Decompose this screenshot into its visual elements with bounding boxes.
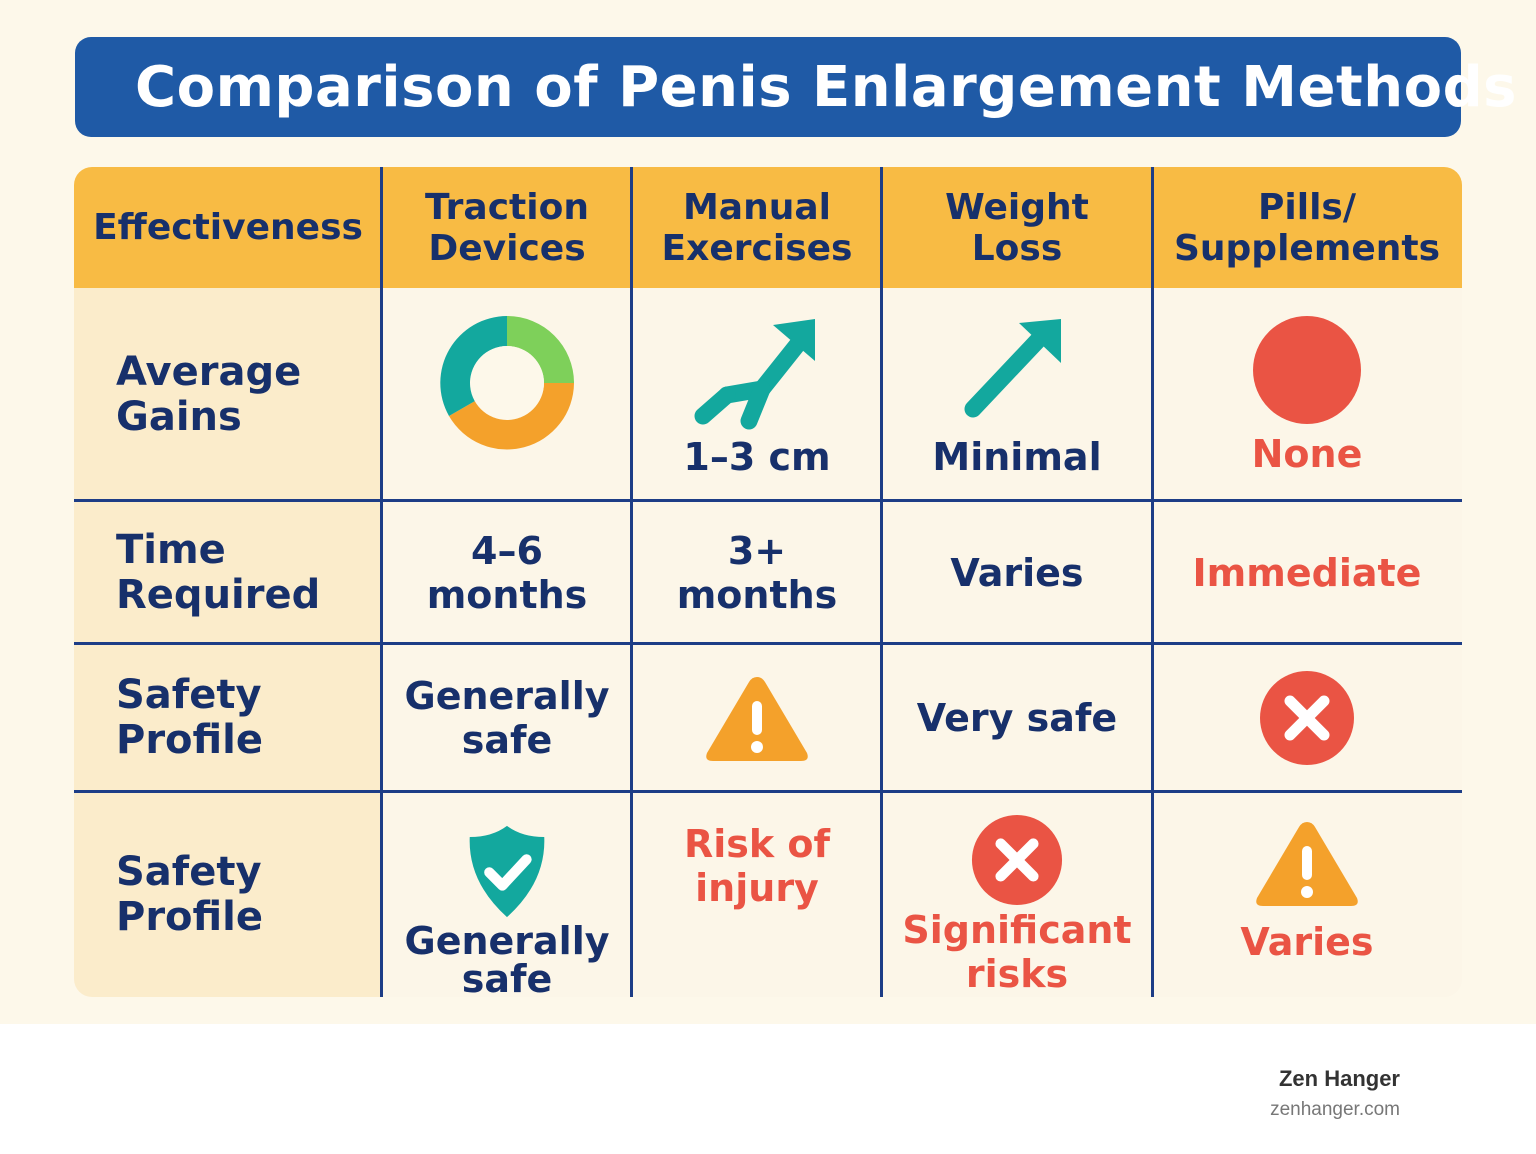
- time-value-line2: months: [426, 572, 588, 617]
- gains-value: Minimal: [932, 434, 1102, 479]
- row-label-safety-profile-2: Safety Profile: [74, 792, 382, 997]
- cell-weight-gains: Minimal: [882, 288, 1152, 501]
- warning-icon: [1256, 822, 1358, 906]
- column-divider: [880, 167, 883, 997]
- diagonal-arrow-icon: [964, 318, 1061, 417]
- row-label-line2: Required: [116, 571, 321, 618]
- row-label-line2: Profile: [116, 717, 264, 763]
- footer-brand: Zen Hanger: [1278, 1066, 1400, 1091]
- header-label-line1: Pills/: [1258, 186, 1356, 228]
- cell-manual-gains: 1–3 cm: [632, 288, 882, 501]
- cell-pills-safety: [1152, 644, 1462, 792]
- cell-weight-safety-2: Significant risks: [882, 792, 1152, 997]
- header-label-line2: Exercises: [661, 227, 853, 269]
- row-label-line1: Safety: [116, 672, 262, 718]
- safety-value-line2: risks: [965, 952, 1069, 996]
- cell-weight-safety: Very safe: [882, 644, 1152, 792]
- row-label-time-required: Time Required: [74, 501, 382, 644]
- safety-value-line2: injury: [695, 866, 819, 910]
- branching-arrow-icon: [694, 318, 815, 429]
- cell-manual-safety-2: Risk of injury: [632, 792, 882, 997]
- row-label-line1: Average: [116, 348, 302, 395]
- shield-check-icon: [469, 825, 545, 918]
- x-circle-icon: [971, 814, 1063, 906]
- cell-pills-safety-2: Varies: [1152, 792, 1462, 997]
- header-label-line2: Devices: [428, 227, 586, 269]
- footer-url[interactable]: zenhanger.com: [1270, 1099, 1400, 1120]
- safety-value-line2: safe: [461, 718, 553, 762]
- time-value-line1: 3+: [727, 528, 787, 573]
- header-corner: Effectiveness: [74, 167, 382, 288]
- header-label-line1: Weight: [945, 186, 1089, 228]
- header-label-line2: Loss: [971, 227, 1063, 269]
- header-pills-supplements: Pills/ Supplements: [1152, 167, 1462, 288]
- row-divider: [74, 499, 1462, 502]
- row-divider: [74, 642, 1462, 645]
- x-circle-icon: [1260, 671, 1354, 765]
- title-banner: Comparison of Penis Enlargement Methods: [75, 37, 1517, 137]
- header-label-line1: Traction: [425, 186, 589, 228]
- safety-value-line1: Generally: [404, 919, 610, 963]
- cell-traction-safety: Generally safe: [382, 644, 632, 792]
- cell-traction-gains: [382, 288, 632, 501]
- cell-manual-time: 3+ months: [632, 501, 882, 644]
- column-divider: [630, 167, 633, 997]
- safety-value-line1: Risk of: [683, 822, 831, 866]
- cell-manual-safety: [632, 644, 882, 792]
- safety-value-line1: Generally: [404, 674, 610, 718]
- gains-value: 1–3 cm: [683, 434, 831, 479]
- row-label-line2: Profile: [116, 893, 264, 940]
- cell-traction-safety-2: Generally safe: [382, 792, 632, 997]
- safety-value-line1: Significant: [902, 908, 1132, 952]
- row-label-line1: Safety: [116, 848, 262, 895]
- time-value: Immediate: [1192, 550, 1422, 595]
- header-traction-devices: Traction Devices: [382, 167, 632, 288]
- time-value-line2: months: [676, 572, 838, 617]
- column-divider: [380, 167, 383, 997]
- red-circle-icon: [1253, 315, 1361, 424]
- row-label-safety-profile: Safety Profile: [74, 644, 382, 792]
- donut-segment-green: [507, 315, 574, 383]
- safety-value: Varies: [1240, 920, 1374, 964]
- cell-pills-time: Immediate: [1152, 501, 1462, 644]
- header-label-line1: Manual: [682, 186, 831, 228]
- time-value: Varies: [950, 550, 1084, 595]
- donut-segment-orange: [449, 382, 574, 449]
- gains-value: None: [1251, 431, 1363, 476]
- header-corner-label: Effectiveness: [93, 207, 363, 248]
- safety-value: Very safe: [916, 696, 1118, 740]
- header-label-line2: Supplements: [1173, 227, 1441, 269]
- cell-traction-time: 4–6 months: [382, 501, 632, 644]
- row-divider: [74, 790, 1462, 793]
- cell-pills-gains: None: [1152, 288, 1462, 501]
- donut-segment-teal: [440, 315, 507, 416]
- time-value-line1: 4–6: [471, 528, 543, 573]
- page-title: Comparison of Penis Enlargement Methods: [135, 54, 1518, 120]
- donut-chart-icon: [440, 315, 574, 449]
- row-label-line2: Gains: [116, 393, 242, 440]
- header-weight-loss: Weight Loss: [882, 167, 1152, 288]
- row-label-average-gains: Average Gains: [74, 288, 382, 501]
- comparison-table: Effectiveness Traction Devices Manual Ex…: [74, 167, 1462, 997]
- cell-weight-time: Varies: [882, 501, 1152, 644]
- warning-icon: [706, 677, 808, 761]
- row-label-line1: Time: [116, 526, 226, 573]
- header-manual-exercises: Manual Exercises: [632, 167, 882, 288]
- column-divider: [1151, 167, 1154, 997]
- safety-value-line2: safe: [461, 957, 553, 997]
